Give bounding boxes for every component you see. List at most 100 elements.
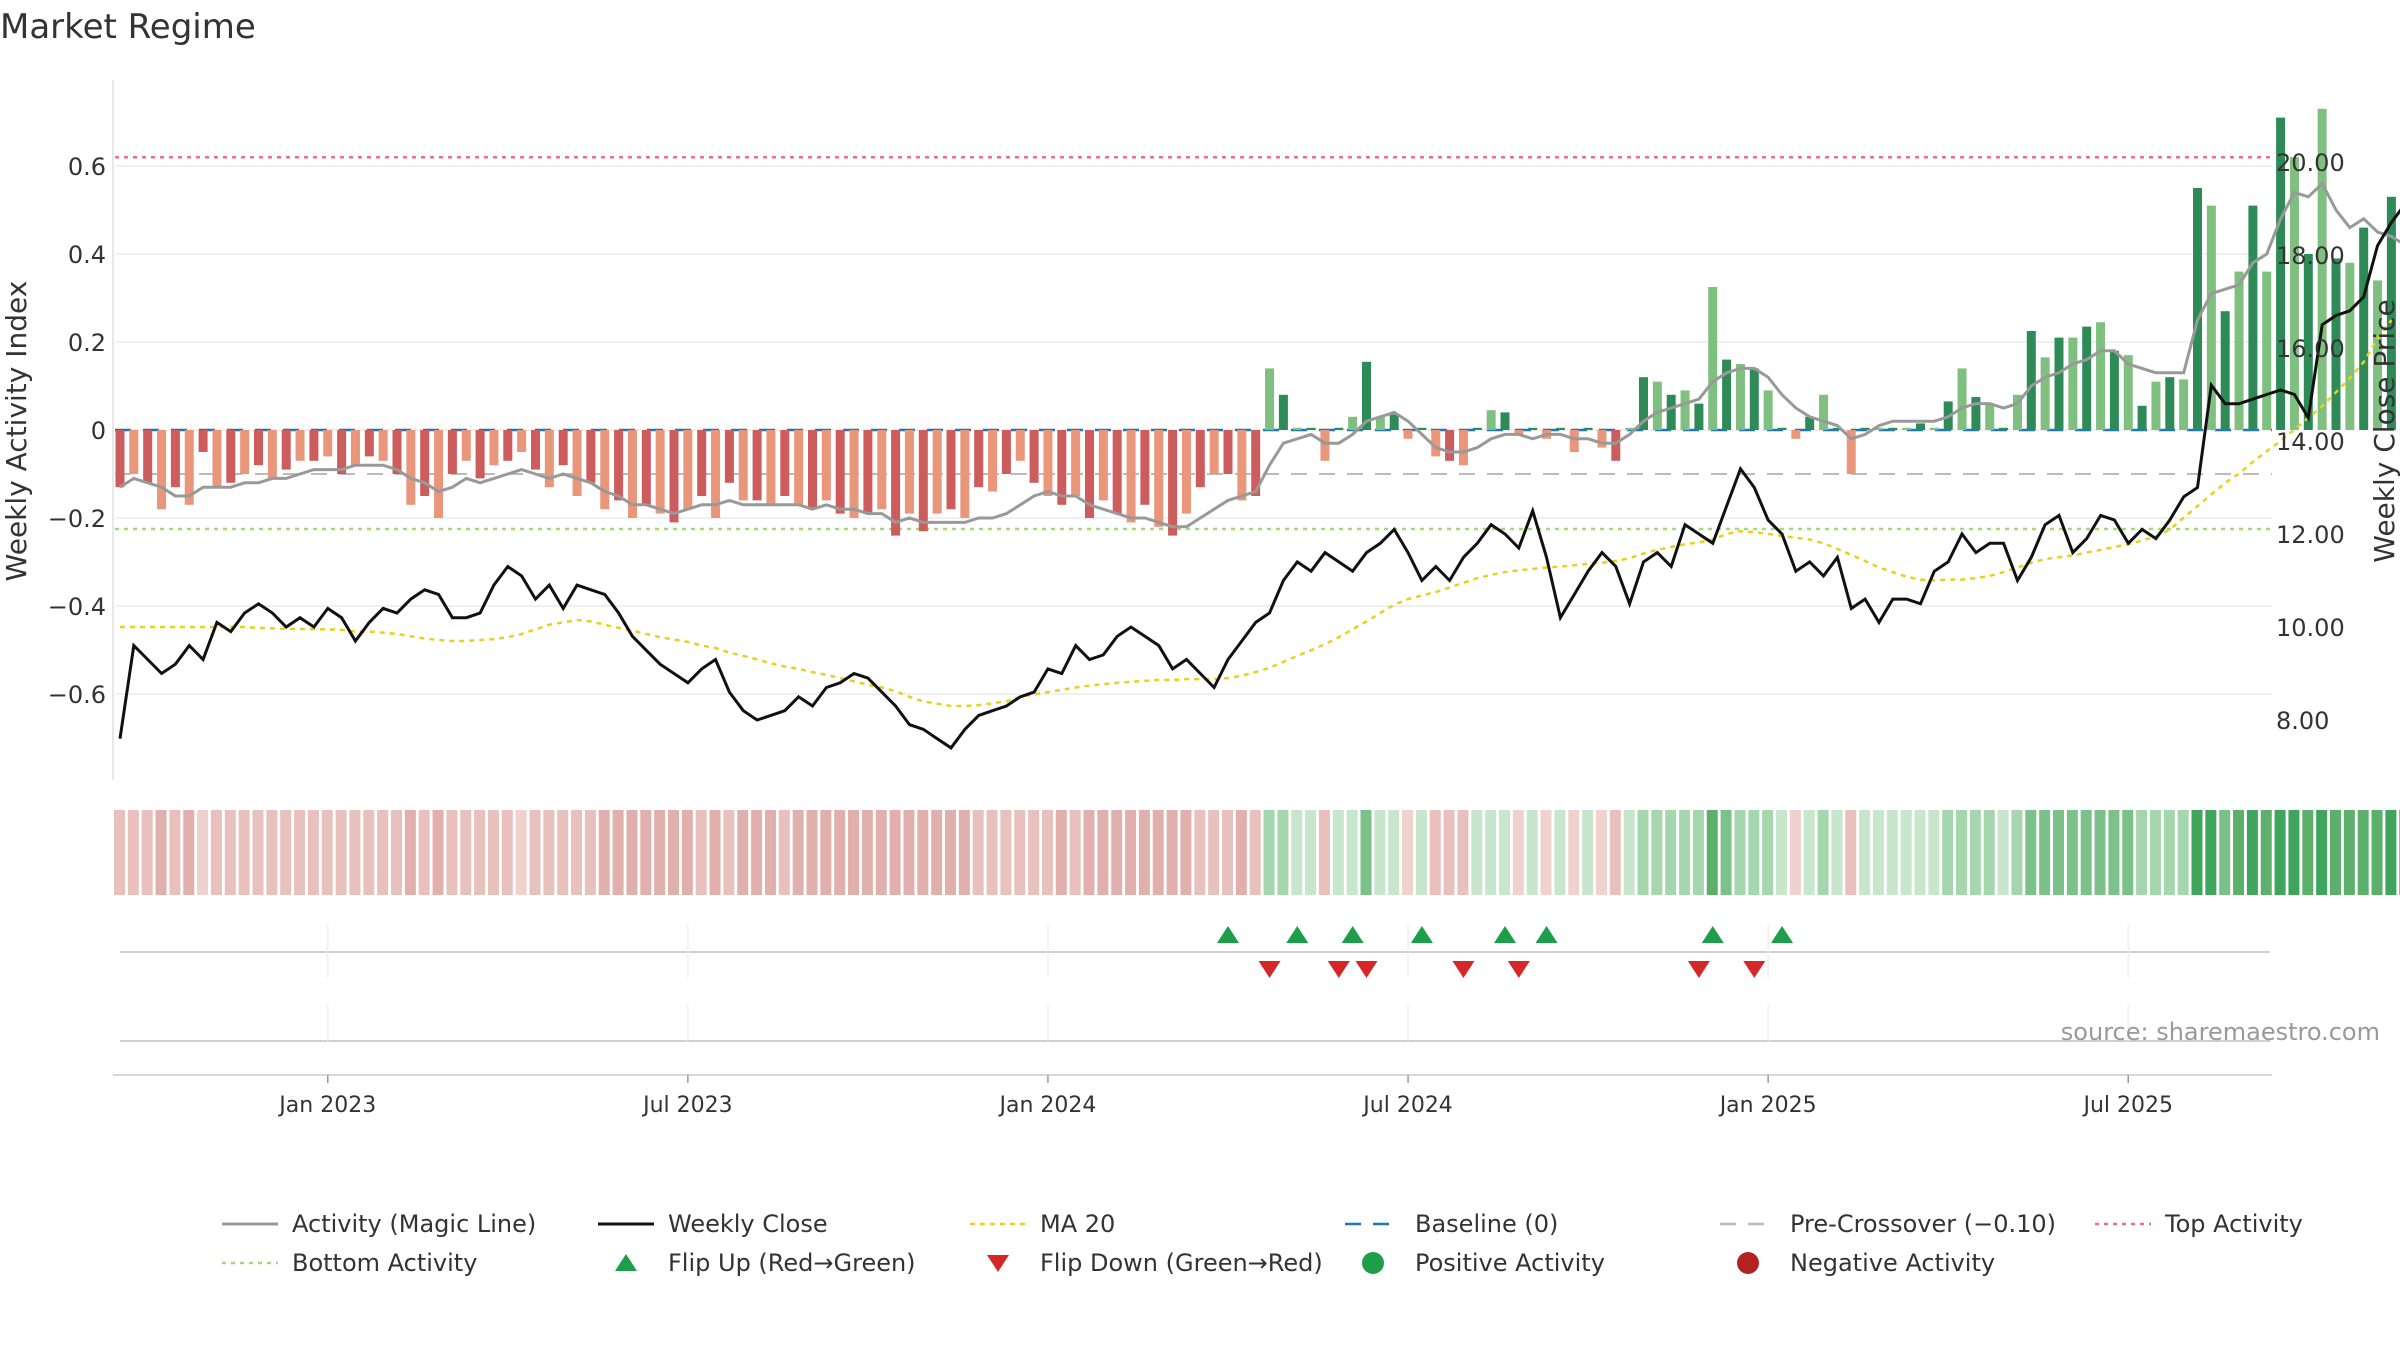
activity-bar — [1181, 430, 1191, 514]
legend-label: MA 20 — [1040, 1210, 1115, 1238]
activity-bar — [1071, 430, 1081, 496]
activity-bar — [1458, 430, 1468, 466]
activity-bar — [1265, 368, 1275, 430]
regime-cell — [1776, 810, 1787, 895]
activity-bar — [1168, 430, 1178, 536]
regime-cell — [1194, 810, 1206, 895]
activity-bar — [1195, 430, 1205, 488]
regime-cell — [2149, 810, 2161, 895]
activity-bar — [295, 430, 305, 461]
legend-item: Weekly Close — [598, 1210, 828, 1238]
activity-bar — [184, 430, 194, 505]
activity-bar — [2220, 311, 2230, 430]
regime-cell — [1831, 810, 1843, 895]
regime-cell — [1332, 810, 1344, 895]
activity-bar — [1625, 427, 1635, 430]
activity-bar — [1237, 430, 1247, 501]
regime-cell — [1512, 810, 1524, 895]
activity-bar — [2123, 355, 2133, 430]
regime-cell — [1000, 810, 1012, 895]
regime-cell — [1914, 810, 1926, 895]
regime-cell — [654, 810, 666, 895]
activity-bar — [1320, 430, 1330, 461]
activity-bar — [406, 430, 416, 505]
regime-cell — [1969, 810, 1981, 895]
activity-bar — [1389, 414, 1399, 430]
activity-bar — [655, 430, 665, 514]
activity-bar — [1140, 430, 1150, 505]
activity-bar — [835, 430, 845, 514]
activity-bar — [641, 430, 651, 505]
activity-bar — [2054, 337, 2064, 430]
activity-bar — [2012, 394, 2022, 430]
activity-bar — [1015, 430, 1025, 461]
regime-cell — [1928, 810, 1940, 895]
activity-bar — [1292, 427, 1302, 430]
regime-cell — [1069, 810, 1081, 895]
regime-cell — [903, 810, 915, 895]
activity-bar — [129, 430, 139, 474]
legend-label: Pre-Crossover (−0.10) — [1790, 1210, 2056, 1238]
activity-bar — [170, 430, 180, 488]
regime-cell — [2371, 810, 2383, 895]
activity-bar — [198, 430, 208, 452]
activity-bar — [2386, 196, 2396, 430]
regime-cell — [529, 810, 541, 895]
activity-bar — [1500, 412, 1510, 430]
regime-cell — [848, 810, 860, 895]
regime-cell — [2330, 810, 2341, 895]
activity-bar — [1417, 427, 1427, 430]
regime-cell — [1374, 810, 1386, 895]
activity-bar — [2276, 117, 2286, 430]
activity-bar — [2262, 271, 2272, 430]
activity-bar — [2082, 326, 2092, 430]
series-lines — [118, 181, 2400, 750]
regime-cell — [709, 810, 721, 895]
activity-bar — [212, 430, 222, 488]
y-right-tick-label: 20.00 — [2276, 149, 2345, 177]
activity-bar — [254, 430, 263, 466]
activity-bar — [461, 430, 471, 461]
activity-bar — [544, 430, 554, 488]
regime-cell — [2274, 810, 2286, 895]
y-left-tick-label: −0.2 — [48, 505, 106, 533]
activity-bar — [1431, 430, 1441, 457]
activity-bar — [1902, 427, 1912, 430]
regime-cell — [875, 810, 887, 895]
regime-cell — [1222, 810, 1233, 895]
regime-cell — [1568, 810, 1580, 895]
activity-bar — [1957, 368, 1967, 430]
legend-label: Top Activity — [2164, 1210, 2303, 1238]
activity-bar — [1057, 430, 1067, 505]
regime-cell — [404, 810, 416, 895]
activity-bar — [738, 430, 748, 501]
activity-bar — [226, 430, 236, 483]
regime-cell — [280, 810, 292, 895]
regime-cell — [584, 810, 596, 895]
activity-bar — [863, 430, 873, 514]
activity-bar — [600, 430, 610, 510]
regime-cell — [1249, 810, 1261, 895]
regime-cell — [224, 810, 236, 895]
regime-cell — [1762, 810, 1774, 895]
regime-cell — [2025, 810, 2037, 895]
activity-bar — [1514, 430, 1524, 435]
regime-cell — [2233, 810, 2245, 895]
activity-bar — [1763, 390, 1773, 430]
flip-up-marker — [1286, 926, 1309, 943]
activity-bar — [323, 430, 333, 457]
activity-bar — [2206, 205, 2216, 430]
flip-down-marker — [1687, 961, 1710, 978]
regime-cell — [737, 810, 749, 895]
regime-cell — [1360, 810, 1372, 895]
regime-cell — [571, 810, 583, 895]
legend-item: Negative Activity — [1737, 1249, 1995, 1277]
activity-bar — [2096, 322, 2106, 430]
flip-up-marker — [1701, 926, 1724, 943]
gridlines — [115, 165, 2272, 695]
activity-bar — [337, 430, 347, 474]
activity-bar — [683, 430, 693, 510]
activity-bar — [2345, 262, 2355, 430]
activity-bar — [1278, 394, 1288, 430]
activity-bar — [240, 430, 250, 474]
